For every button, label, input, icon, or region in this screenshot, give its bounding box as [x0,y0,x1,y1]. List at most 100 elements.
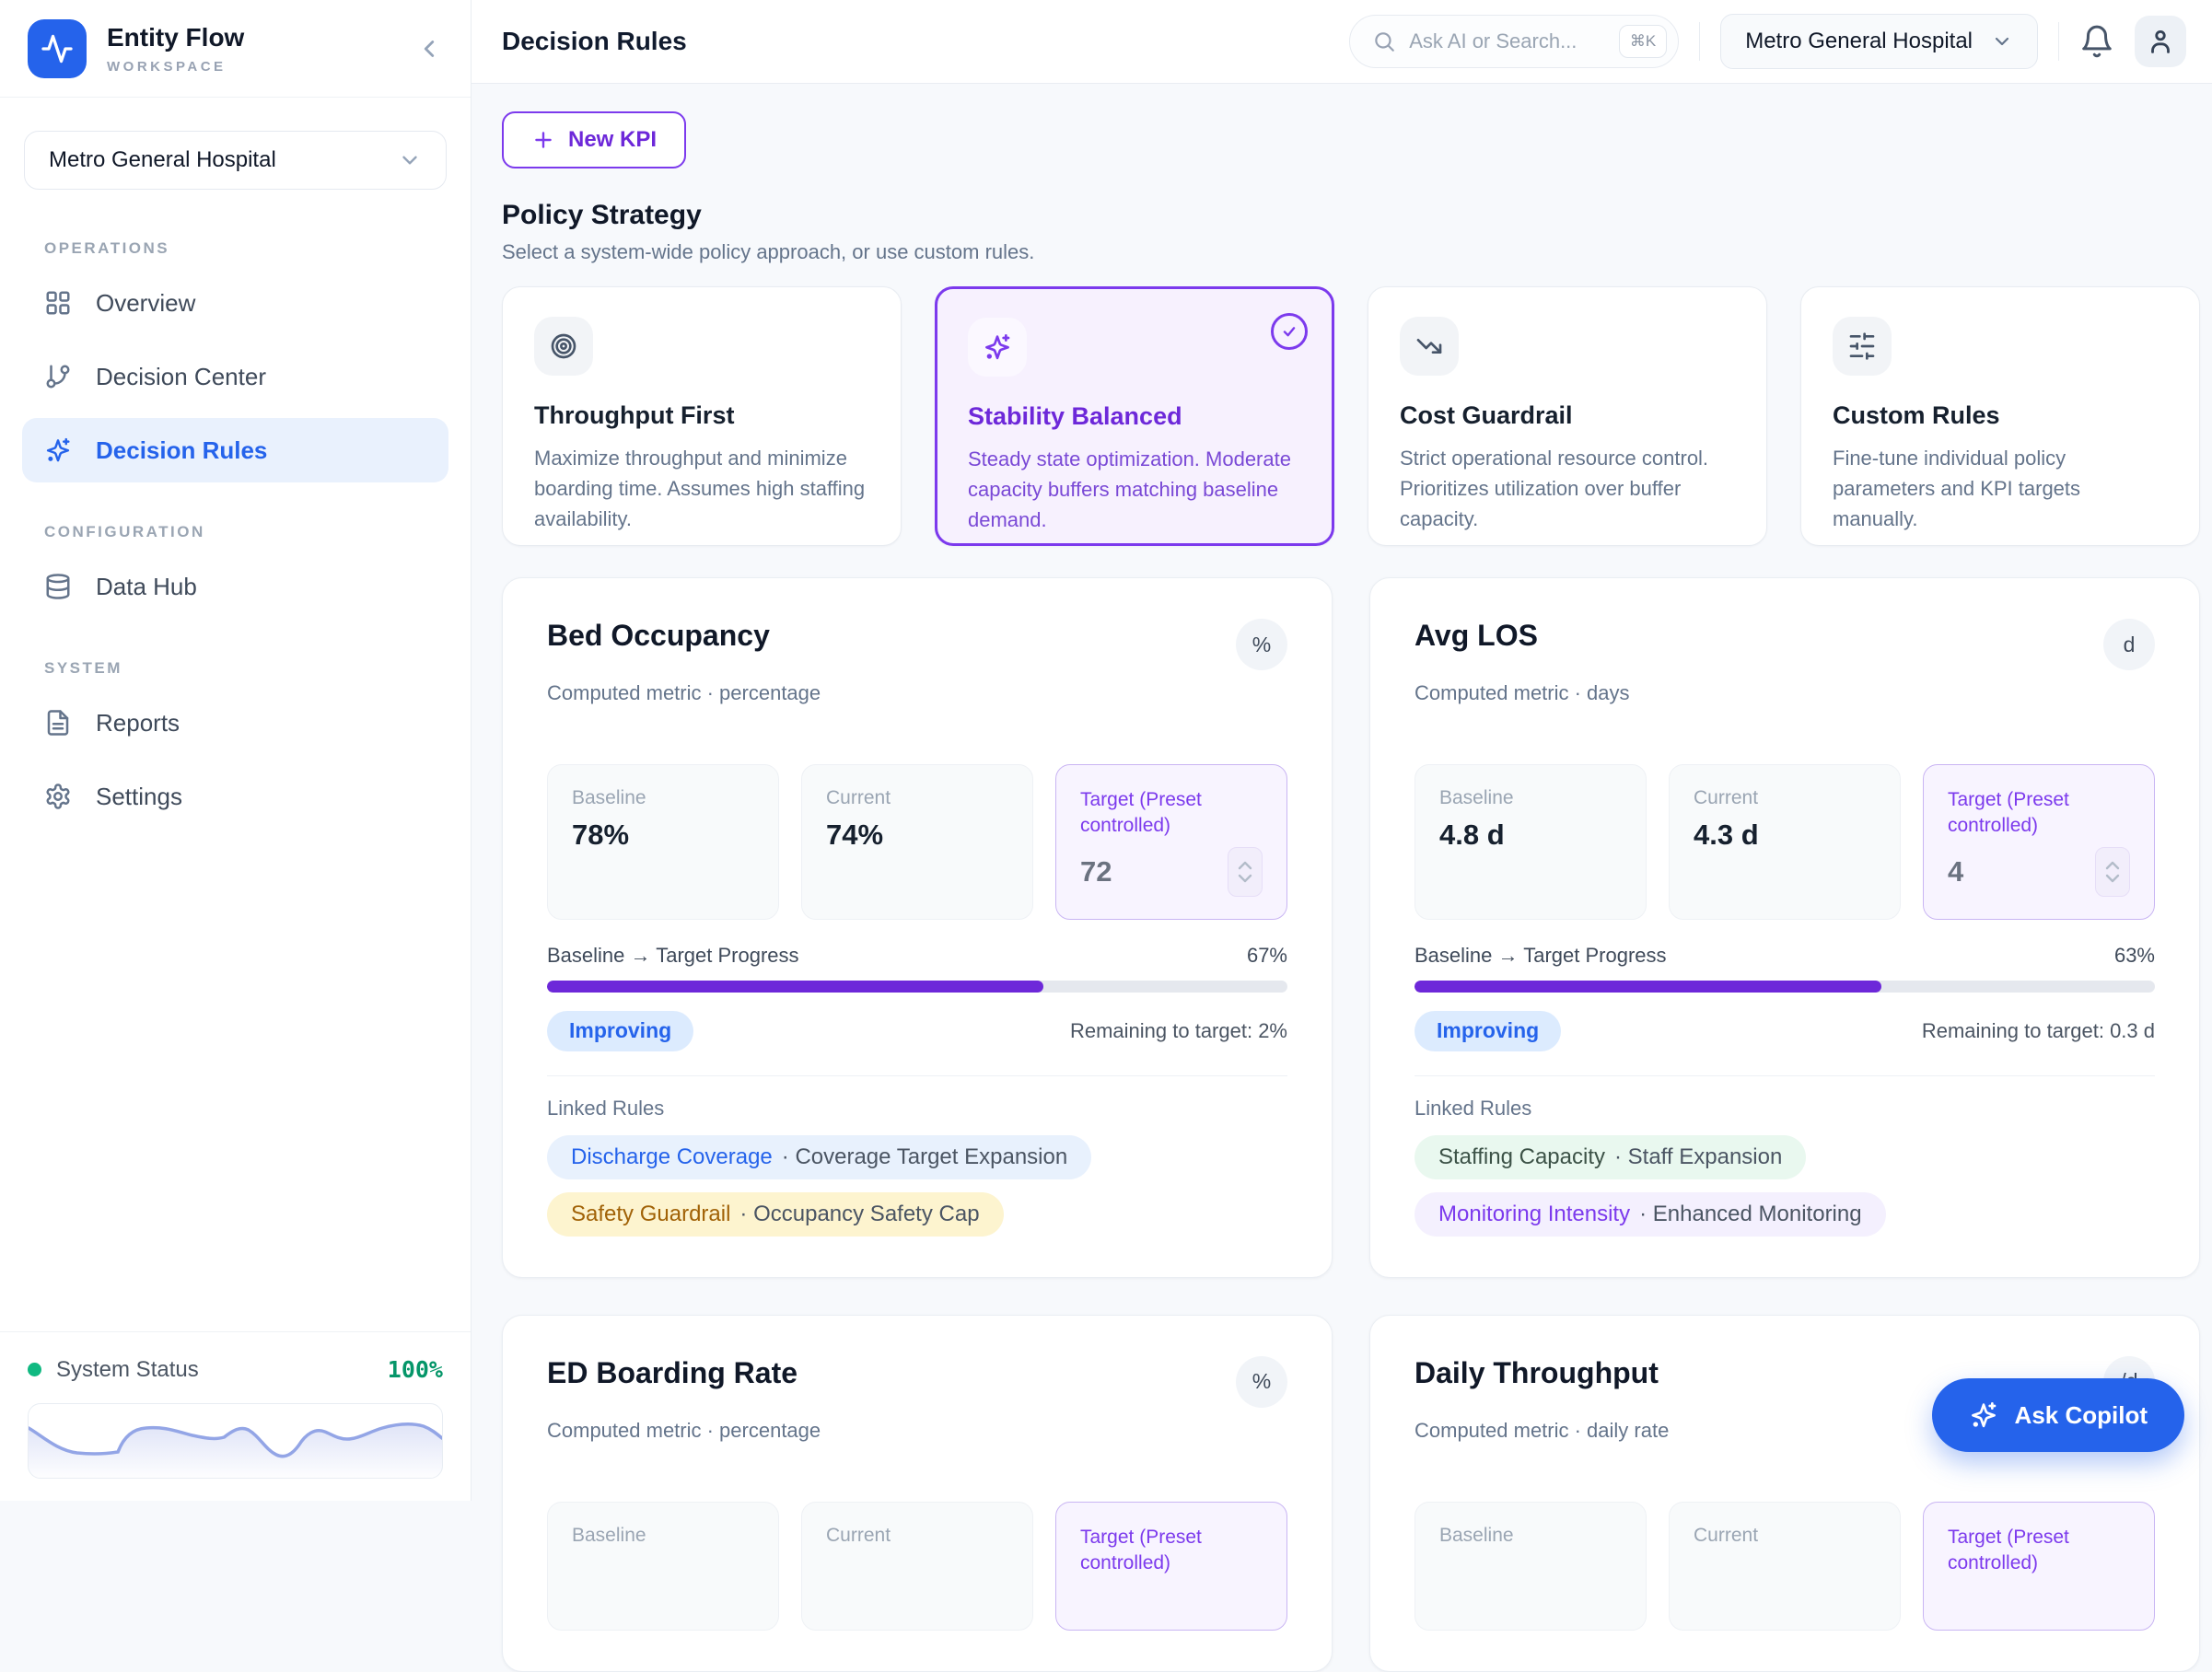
sidebar-item-label: Settings [96,782,182,810]
sidebar-header: Entity Flow WORKSPACE [0,0,471,98]
kpi-unit-badge: % [1236,619,1287,670]
stat-box-current: Current [1669,1501,1901,1631]
sparkles-icon [1969,1400,1998,1430]
workspace-selector[interactable]: Metro General Hospital [24,131,447,190]
ask-copilot-label: Ask Copilot [2014,1400,2148,1429]
check-circle-icon [1271,313,1308,350]
preset-card-stability-balanced[interactable]: Stability Balanced Steady state optimiza… [935,286,1334,546]
kpi-unit-badge: d [2103,619,2155,670]
kpi-subtitle: Computed metric · daily rate [1415,1418,1670,1442]
stat-box-current: Current 4.3 d [1669,764,1901,920]
stat-box-baseline: Baseline 78% [547,764,779,920]
target-input[interactable]: 4 [1948,854,1964,888]
stat-label: Target (Preset controlled) [1080,1526,1202,1574]
person-icon [2145,26,2176,57]
preset-icon-chip [968,318,1027,377]
brand-subtitle: WORKSPACE [107,58,227,75]
preset-description: Strict operational resource control. Pri… [1400,447,1709,530]
sidebar-item-label: Decision Center [96,362,266,390]
rule-chip[interactable]: Safety Guardrail · Occupancy Safety Cap [547,1191,1004,1237]
rule-chip[interactable]: Staffing Capacity · Staff Expansion [1415,1134,1807,1179]
sidebar-item-label: Overview [96,288,196,317]
stat-box-target: Target (Preset controlled) 4 [1923,764,2155,920]
stat-value: 4.8 d [1439,819,1505,851]
rule-name: Monitoring Intensity [1438,1201,1631,1226]
stat-box-baseline: Baseline [547,1501,779,1631]
page-title: Decision Rules [502,27,687,55]
stat-label: Current [826,1524,891,1546]
linked-rules-label: Linked Rules [547,1096,665,1120]
ask-copilot-button[interactable]: Ask Copilot [1931,1378,2184,1452]
brand-block: Entity Flow WORKSPACE [107,23,244,75]
new-kpi-label: New KPI [568,127,658,152]
kpi-grid: Bed Occupancy % Computed metric · percen… [502,577,2200,1672]
sidebar-item-overview[interactable]: Overview [22,271,448,335]
sidebar-item-data-hub[interactable]: Data Hub [22,554,448,619]
target-stepper[interactable] [1228,846,1263,897]
sidebar-item-decision-center[interactable]: Decision Center [22,344,448,409]
stat-label: Target (Preset controlled) [1948,789,2069,837]
progress-percent: 67% [1246,943,1287,967]
preset-icon-chip [1833,317,1892,376]
kpi-unit-badge: % [1236,1355,1287,1408]
main-content: New KPI Policy Strategy Select a system-… [472,84,2212,1672]
kpi-title: Avg LOS [1415,619,1538,652]
preset-card-throughput-first[interactable]: Throughput First Maximize throughput and… [502,286,902,546]
rule-detail: · Occupancy Safety Cap [739,1201,980,1226]
stat-box-baseline: Baseline [1415,1501,1647,1631]
kpi-card-bed-occupancy: Bed Occupancy % Computed metric · percen… [502,577,1333,1278]
rule-chip[interactable]: Monitoring Intensity · Enhanced Monitori… [1415,1191,1886,1237]
chevron-down-icon [398,148,422,172]
rule-name: Staffing Capacity [1438,1144,1605,1169]
progress-label: Baseline → Target Progress [1415,943,1667,967]
nav-section-system: SYSTEM [44,659,122,677]
sidebar-item-decision-rules[interactable]: Decision Rules [22,418,448,482]
kpi-title: Bed Occupancy [547,619,770,652]
sidebar-collapse-button[interactable] [415,35,443,63]
stat-value: 78% [572,819,630,851]
target-icon [549,331,578,361]
search-icon [1372,29,1396,53]
topbar: Decision Rules ⌘K Metro General Hospital [472,0,2212,84]
kpi-card-ed-boarding-rate: ED Boarding Rate % Computed metric · per… [502,1314,1333,1672]
sidebar: Entity Flow WORKSPACE Metro General Hosp… [0,0,472,1501]
stat-label: Current [1694,1524,1759,1546]
policy-preset-grid: Throughput First Maximize throughput and… [502,286,2200,546]
preset-title: Throughput First [534,401,735,429]
stat-box-baseline: Baseline 4.8 d [1415,764,1647,920]
sparkles-icon [983,332,1012,362]
chevron-down-icon [1991,30,2013,52]
sidebar-item-label: Decision Rules [96,435,268,464]
stat-box-target: Target (Preset controlled) [1055,1501,1287,1631]
linked-rules-label: Linked Rules [1415,1096,1532,1120]
target-input[interactable]: 72 [1080,854,1112,888]
system-status-label: System Status [56,1356,199,1382]
avatar-button[interactable] [2135,16,2186,67]
search-input[interactable] [1409,29,1606,53]
system-status-panel: System Status 100% [0,1331,471,1501]
preset-title: Cost Guardrail [1400,401,1573,429]
preset-card-cost-guardrail[interactable]: Cost Guardrail Strict operational resour… [1368,286,1767,546]
gear-icon [44,783,72,810]
preset-card-custom-rules[interactable]: Custom Rules Fine-tune individual policy… [1800,286,2200,546]
target-stepper[interactable] [2095,846,2130,897]
new-kpi-button[interactable]: New KPI [502,111,687,168]
stat-label: Baseline [1439,1524,1514,1546]
dashboard-icon [44,289,72,317]
org-selector[interactable]: Metro General Hospital [1720,14,2038,69]
sidebar-item-label: Reports [96,708,180,737]
kpi-subtitle: Computed metric · percentage [547,681,821,704]
kpi-subtitle: Computed metric · percentage [547,1418,821,1442]
stat-label: Current [826,787,891,808]
database-icon [44,573,72,600]
sidebar-item-settings[interactable]: Settings [22,764,448,829]
status-badge: Improving [547,1010,694,1051]
preset-icon-chip [534,317,593,376]
sidebar-item-reports[interactable]: Reports [22,691,448,755]
notifications-button[interactable] [2079,24,2114,59]
kpi-subtitle: Computed metric · days [1415,681,1630,704]
rule-chip[interactable]: Discharge Coverage · Coverage Target Exp… [547,1134,1092,1179]
stat-label: Target (Preset controlled) [1080,789,1202,837]
search-box[interactable]: ⌘K [1349,15,1680,68]
sparkles-icon [44,436,72,464]
